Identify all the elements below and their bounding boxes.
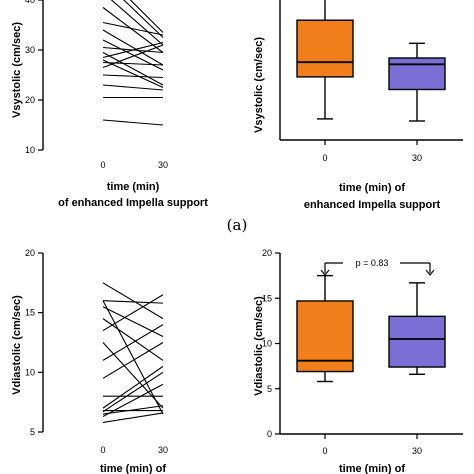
- panel-label: (a): [227, 216, 248, 234]
- x-axis-label: time (min) of: [339, 463, 405, 474]
- x-axis-label: time (min) of: [100, 463, 166, 474]
- series-line: [102, 324, 164, 361]
- x-tick-label: 30: [158, 160, 168, 170]
- paired-lines: [102, 282, 164, 423]
- y-tick-label: 0: [267, 429, 272, 439]
- box: [296, 300, 354, 373]
- y-tick-label: 10: [25, 367, 35, 377]
- series-line: [102, 41, 164, 59]
- x-axis-label-line2: of enhanced Impella support: [58, 197, 208, 209]
- arrow-head-right: [425, 269, 435, 276]
- x-axis-label: time (min) of: [339, 182, 405, 194]
- y-tick-label: 20: [25, 95, 35, 105]
- chart-diastolic-box: Vdiastolic (cm/sec) 0 5 10 15 20 p = 0.83 0 …: [253, 248, 463, 474]
- y-tick-label: 10: [25, 145, 35, 155]
- p-value-label: p = 0.83: [356, 258, 389, 268]
- series-line: [102, 59, 164, 88]
- y-axis-label: Vsystolic (cm/sec): [253, 37, 265, 133]
- y-tick-label: 30: [25, 45, 35, 55]
- p-value-bracket: p = 0.83: [320, 258, 435, 276]
- series-line: [102, 342, 164, 409]
- series-line: [102, 306, 164, 338]
- chart-diastolic-paired: Vdiastolic (cm/sec) 5 10 15 20 0 30 time (m…: [11, 248, 168, 474]
- y-tick-label: 20: [25, 248, 35, 258]
- series-line: [102, 405, 164, 415]
- chart-systolic-box: Vsystolic (cm/sec) 0 30 time (min) of en…: [253, 0, 463, 211]
- x-tick-label: 30: [412, 446, 422, 456]
- series-line: [102, 412, 164, 423]
- series-line: [102, 282, 164, 320]
- series-line: [102, 21, 164, 36]
- y-tick-label: 5: [267, 384, 272, 394]
- series-line: [129, 0, 164, 33]
- y-tick-label: 15: [262, 293, 272, 303]
- x-tick-label: 30: [158, 445, 168, 455]
- series-line: [102, 84, 164, 91]
- boxes: [296, 274, 446, 383]
- series-line: [102, 61, 164, 66]
- y-tick-label: 10: [262, 339, 272, 349]
- y-axis-ticks: 5 10 15 20: [25, 248, 43, 437]
- series-line: [102, 342, 164, 379]
- series-line: [102, 44, 164, 69]
- x-axis-label-line2: enhanced Impella support: [304, 199, 441, 211]
- series-line: [102, 119, 164, 126]
- paired-lines: [102, 0, 164, 126]
- series-line: [102, 52, 164, 86]
- x-axis-label: time (min): [107, 181, 160, 193]
- series-line: [110, 0, 164, 46]
- box: [296, 19, 354, 78]
- box: [388, 57, 446, 91]
- x-tick-label: 0: [100, 445, 105, 455]
- series-line: [102, 300, 164, 304]
- y-tick-label: 15: [25, 308, 35, 318]
- series-line: [102, 7, 164, 53]
- chart-systolic-paired: Vsystolic (cm/sec) 10 20 30 40 0 30 time (m…: [11, 0, 208, 209]
- y-axis-label: Vsystolic (cm/sec): [11, 22, 23, 118]
- series-line: [102, 300, 164, 415]
- arrow-head-left: [320, 269, 330, 276]
- y-tick-label: 20: [262, 248, 272, 258]
- x-tick-label: 0: [100, 160, 105, 170]
- y-axis-ticks: 10 20 30 40: [25, 0, 43, 155]
- series-line: [102, 371, 164, 413]
- series-line: [123, 0, 164, 38]
- series-line: [102, 383, 164, 417]
- series-line: [102, 365, 164, 409]
- x-tick-label: 0: [322, 446, 327, 456]
- series-line: [102, 318, 164, 361]
- series-line: [102, 74, 164, 79]
- series-line: [102, 294, 164, 332]
- y-axis-ticks: 0 5 10 15 20: [262, 248, 280, 439]
- y-axis-label: Vdiastolic (cm/sec): [11, 295, 23, 395]
- boxes: [296, 0, 446, 122]
- x-tick-label: 0: [322, 153, 327, 163]
- y-tick-label: 5: [30, 427, 35, 437]
- y-tick-label: 40: [25, 0, 35, 5]
- x-tick-label: 30: [412, 153, 422, 163]
- box: [388, 315, 446, 368]
- y-axis-label: Vdiastolic (cm/sec): [253, 296, 265, 396]
- series-line: [102, 29, 164, 66]
